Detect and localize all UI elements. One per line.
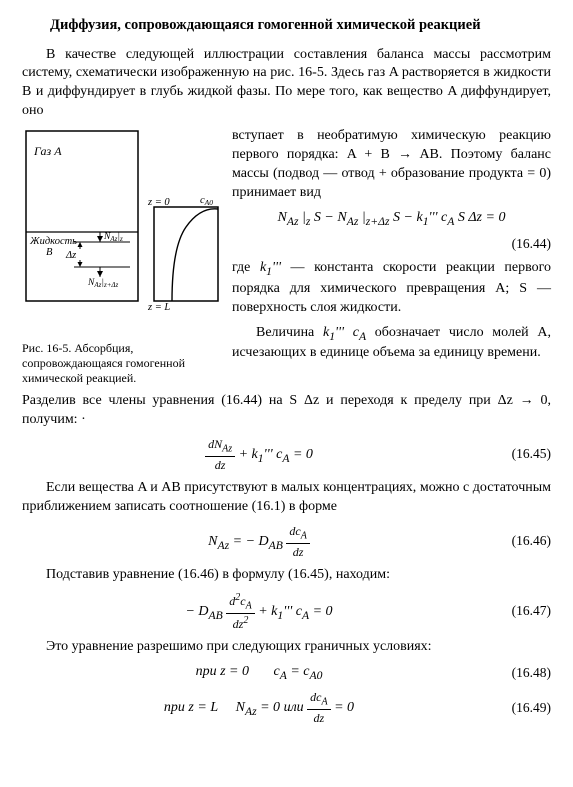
svg-text:Δz: Δz [65, 250, 76, 261]
figure-text-row: Газ A Жидкость B Δz NAz|z NAz|z+Δz z [22, 127, 551, 386]
para-bc: Это уравнение разрешимо при следующих гр… [22, 638, 551, 657]
svg-text:z = L: z = L [147, 302, 170, 313]
svg-text:Жидкость: Жидкость [29, 236, 77, 247]
eq-num-44: (16.44) [496, 235, 551, 253]
paragraph-intro: В качестве следующей иллюстрации составл… [22, 46, 551, 122]
equation-16-44: NAz |z S − NAz |z+Δz S − k1''' cA S Δz =… [232, 209, 551, 230]
svg-text:Газ A: Газ A [33, 144, 62, 158]
para-velichina: Величина k1''' cA обозначает число молей… [232, 324, 551, 363]
equation-16-46: NAz = − DAB dcAdz (16.46) [22, 523, 551, 560]
figure-caption: Рис. 16-5. Абсорбция, сопровождающаяся г… [22, 341, 222, 386]
para-if-small: Если вещества A и AB присутствуют в малы… [22, 479, 551, 517]
right-text-column: вступает в необратимую химическую реакци… [232, 127, 551, 369]
para-divide: Разделив все члены уравнения (16.44) на … [22, 392, 551, 430]
section-title: Диффузия, сопровождающаяся гомогенной хи… [22, 16, 551, 36]
para-k1: где k1''' — константа скорости реакции п… [232, 259, 551, 317]
equation-16-45: dNAzdz + k1''' cA = 0 (16.45) [22, 436, 551, 473]
eq-num-46: (16.46) [496, 532, 551, 550]
svg-text:z = 0: z = 0 [147, 197, 170, 208]
para-reaction: вступает в необратимую химическую реакци… [232, 127, 551, 203]
svg-text:B: B [46, 247, 53, 258]
eq-num-48: (16.48) [496, 664, 551, 682]
eq-num-45: (16.45) [496, 445, 551, 463]
svg-text:cA0: cA0 [200, 195, 213, 207]
equation-16-47: − DAB d2cAdz2 + k1''' cA = 0 (16.47) [22, 591, 551, 632]
equation-16-48: при z = 0 cA = cA0 (16.48) [22, 663, 551, 684]
svg-text:NAz|z+Δz: NAz|z+Δz [87, 278, 119, 289]
figure-16-5: Газ A Жидкость B Δz NAz|z NAz|z+Δz z [22, 127, 222, 337]
figure-column: Газ A Жидкость B Δz NAz|z NAz|z+Δz z [22, 127, 222, 386]
eq-num-49: (16.49) [496, 699, 551, 717]
svg-text:NAz|z: NAz|z [103, 232, 123, 243]
eq-num-47: (16.47) [496, 602, 551, 620]
equation-16-44-num: (16.44) [232, 235, 551, 253]
para-substitute: Подставив уравнение (16.46) в формулу (1… [22, 566, 551, 585]
equation-16-49: при z = L NAz = 0 или dcAdz = 0 (16.49) [22, 689, 551, 726]
